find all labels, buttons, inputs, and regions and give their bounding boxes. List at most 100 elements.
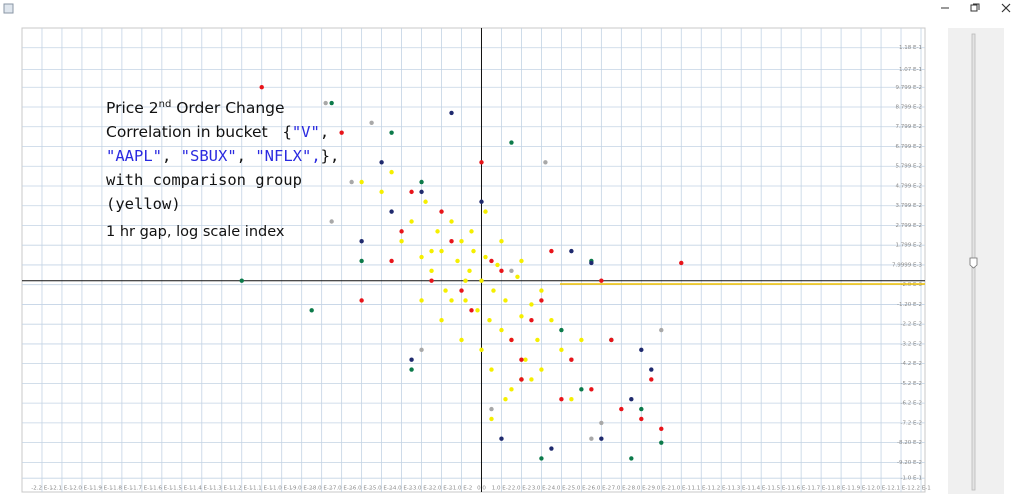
- point: [329, 219, 334, 224]
- x-tick-label: -1.0 E-2: [451, 486, 472, 492]
- point: [499, 239, 504, 244]
- x-tick-label: -6.0 E-2: [351, 486, 372, 492]
- point: [449, 298, 454, 303]
- point: [239, 278, 244, 283]
- annotation-title: Price 2nd Order Change: [106, 96, 339, 120]
- point: [479, 199, 484, 204]
- annotation: Price 2nd Order Change Correlation in bu…: [106, 96, 339, 244]
- point: [419, 189, 424, 195]
- point: [509, 337, 514, 343]
- point: [529, 377, 534, 382]
- point: [509, 268, 514, 274]
- y-tick-label: 7.9999 E-3: [892, 262, 922, 268]
- separator: ,: [162, 147, 181, 165]
- x-tick-label: -3.0 E-2: [411, 486, 432, 492]
- y-tick-label: 1.07 E-1: [899, 67, 922, 73]
- point: [359, 239, 364, 244]
- point: [479, 160, 484, 165]
- y-tick-label: -2.0 E-3: [901, 282, 923, 288]
- point: [389, 209, 394, 214]
- point: [455, 258, 460, 264]
- point: [463, 278, 468, 283]
- y-tick-label: -1.0 E-1: [901, 476, 922, 482]
- x-tick-label: 4.0 E-2: [552, 486, 571, 492]
- point: [259, 85, 264, 90]
- point: [469, 308, 474, 313]
- point: [489, 406, 494, 412]
- point: [539, 367, 544, 372]
- point: [483, 209, 488, 214]
- y-tick-label: 1.799 E-2: [896, 243, 922, 249]
- point: [589, 260, 594, 266]
- point: [559, 397, 564, 402]
- title-part: Price 2: [106, 99, 159, 117]
- title-part: Order Change: [171, 99, 285, 117]
- point: [559, 347, 564, 353]
- bucket-label: Correlation in bucket: [106, 123, 268, 141]
- point: [459, 239, 464, 244]
- point: [619, 406, 624, 412]
- point: [569, 248, 574, 254]
- point: [449, 239, 454, 244]
- point: [543, 160, 548, 165]
- point: [609, 337, 614, 343]
- points: [239, 85, 684, 461]
- x-tick-label: 8.0 E-2: [632, 486, 651, 492]
- y-tick-label: 5.799 E-2: [896, 164, 922, 170]
- point: [379, 160, 384, 165]
- ticker: "SBUX": [180, 147, 237, 165]
- point: [419, 179, 424, 185]
- point: [409, 189, 414, 195]
- point: [419, 298, 424, 303]
- x-tick-label: 9.0 E-2: [652, 486, 671, 492]
- point: [629, 456, 634, 461]
- x-tick-label: -1.9 E-1: [91, 486, 112, 492]
- point: [459, 288, 464, 293]
- point: [359, 298, 364, 303]
- annotation-note: 1 hr gap, log scale index: [106, 224, 285, 240]
- point: [549, 446, 554, 451]
- x-tick-label: 5.0 E-2: [572, 486, 591, 492]
- point: [369, 120, 374, 125]
- point: [503, 298, 508, 303]
- point: [439, 248, 444, 254]
- point: [489, 367, 494, 372]
- x-tick-label: 1.5 E-1: [771, 486, 790, 492]
- point: [489, 258, 494, 264]
- point: [349, 179, 354, 185]
- y-tick-label: -8.20 E-2: [897, 440, 922, 446]
- point: [389, 169, 394, 175]
- slider-thumb[interactable]: [969, 257, 978, 269]
- point: [659, 426, 664, 432]
- close-button[interactable]: [1001, 3, 1011, 13]
- point: [475, 308, 480, 313]
- point: [389, 130, 394, 135]
- ticker: "NFLX",: [255, 147, 321, 165]
- point: [399, 229, 404, 234]
- brace: },: [320, 147, 340, 165]
- x-tick-label: 3.0 E-2: [532, 486, 551, 492]
- y-tick-label: -3.2 E-2: [901, 341, 922, 347]
- point: [629, 397, 634, 402]
- x-tick-label: 1.1 E-1: [692, 486, 711, 492]
- point: [559, 327, 564, 333]
- point: [539, 288, 544, 293]
- point: [589, 387, 594, 392]
- point: [523, 357, 528, 362]
- y-tick-label: -6.2 E-2: [901, 401, 922, 407]
- y-tick-label: 6.799 E-2: [896, 144, 922, 150]
- x-tick-label: 1.0 E-1: [672, 486, 691, 492]
- point: [419, 347, 424, 353]
- x-tick-label: -1.3 E-1: [211, 486, 232, 492]
- point: [359, 258, 364, 264]
- x-tick-label: -1.8 E-1: [111, 486, 132, 492]
- point: [549, 248, 554, 254]
- restore-button[interactable]: [970, 3, 980, 12]
- x-tick-label: -1.7 E-1: [131, 486, 152, 492]
- x-tick-label: -1.5 E-1: [171, 486, 192, 492]
- point: [429, 278, 434, 283]
- point: [323, 100, 328, 106]
- x-tick-label: -2.0 E-2: [431, 486, 452, 492]
- point: [449, 219, 454, 224]
